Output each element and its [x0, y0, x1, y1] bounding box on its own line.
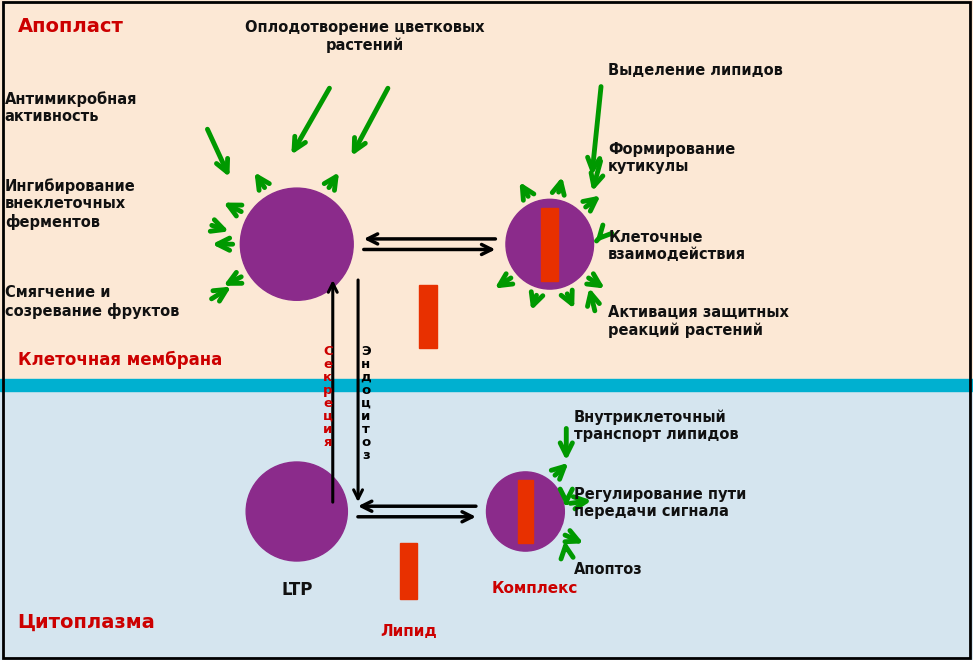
- Text: С
е
к
р
е
ц
и
я: С е к р е ц и я: [323, 345, 333, 449]
- Ellipse shape: [506, 199, 594, 289]
- Ellipse shape: [240, 188, 353, 300]
- Text: Ингибирование
внеклеточных
ферментов: Ингибирование внеклеточных ферментов: [5, 178, 135, 230]
- Text: Антимикробная
активность: Антимикробная активность: [5, 91, 137, 124]
- Text: Комплекс: Комплекс: [492, 581, 578, 596]
- Bar: [0, 391, 973, 660]
- Text: Внутриклеточный
транспорт липидов: Внутриклеточный транспорт липидов: [574, 409, 739, 442]
- Text: Оплодотворение цветковых
растений: Оплодотворение цветковых растений: [245, 20, 485, 53]
- Text: Клеточные
взаимодействия: Клеточные взаимодействия: [608, 230, 746, 262]
- Bar: [541, 208, 559, 280]
- Text: Липид: Липид: [380, 624, 437, 639]
- Bar: [419, 285, 437, 348]
- Text: LTP: LTP: [281, 581, 312, 599]
- Text: Выделение липидов: Выделение липидов: [608, 63, 783, 78]
- Text: Клеточная мембрана: Клеточная мембрана: [18, 351, 222, 370]
- Bar: [400, 543, 417, 599]
- Bar: [0, 379, 973, 391]
- Text: Апопласт: Апопласт: [18, 16, 124, 36]
- Text: Формирование
кутикулы: Формирование кутикулы: [608, 142, 736, 174]
- Text: Э
н
д
о
ц
и
т
о
з: Э н д о ц и т о з: [360, 345, 372, 462]
- Text: Активация защитных
реакций растений: Активация защитных реакций растений: [608, 305, 789, 338]
- Bar: [519, 480, 533, 543]
- Bar: [0, 0, 973, 379]
- Text: Цитоплазма: Цитоплазма: [18, 612, 156, 632]
- Text: Смягчение и
созревание фруктов: Смягчение и созревание фруктов: [5, 285, 179, 319]
- Text: Апоптоз: Апоптоз: [574, 562, 643, 578]
- Ellipse shape: [246, 462, 347, 561]
- Text: Регулирование пути
передачи сигнала: Регулирование пути передачи сигнала: [574, 487, 746, 519]
- Ellipse shape: [486, 472, 564, 551]
